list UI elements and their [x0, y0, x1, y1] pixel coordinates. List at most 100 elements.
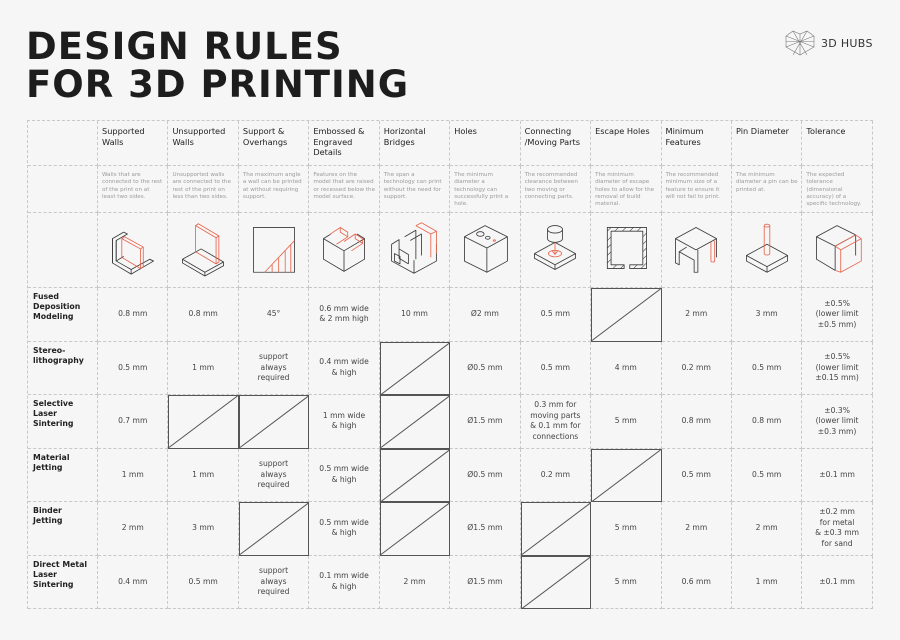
column-icon-cell	[450, 213, 521, 288]
column-header: Holes	[450, 121, 521, 166]
column-description: The span a technology can print without …	[379, 166, 451, 213]
moving-parts-icon	[527, 218, 583, 282]
value-cell: Ø2 mm	[450, 288, 521, 342]
value-cell: 1 mm	[731, 555, 803, 609]
value-cell: ±0.2 mm for metal & ±0.3 mm for sand	[802, 502, 873, 556]
row-label-technology: Fused Deposition Modeling	[28, 288, 98, 342]
value-cell: 0.5 mm	[731, 448, 803, 502]
not-applicable-cell	[520, 555, 592, 609]
value-cell: support always required	[238, 341, 310, 395]
value-cell: Ø0.5 mm	[450, 448, 521, 502]
column-header: Tolerance	[802, 121, 873, 166]
column-description: Features on the model that are raised or…	[309, 166, 380, 213]
horizontal-bridges-icon	[386, 218, 442, 282]
column-description: Walls that are connected to the rest of …	[98, 166, 169, 213]
supported-walls-icon	[105, 218, 161, 282]
not-applicable-cell	[591, 288, 662, 342]
value-cell: 0.2 mm	[520, 448, 592, 502]
value-cell: 0.8 mm	[168, 288, 239, 342]
column-icon-cell	[168, 213, 239, 288]
not-applicable-cell	[379, 448, 451, 502]
column-description: Unsupported walls are connected to the r…	[168, 166, 239, 213]
column-icon-cell	[661, 213, 732, 288]
column-icon-cell	[731, 213, 803, 288]
value-cell: ±0.1 mm	[802, 448, 873, 502]
value-cell: 2 mm	[379, 555, 451, 609]
not-applicable-diagonal	[240, 503, 308, 555]
not-applicable-diagonal	[522, 557, 590, 609]
value-cell: support always required	[238, 555, 310, 609]
value-cell: 0.5 mm	[98, 341, 169, 395]
value-cell: ±0.3% (lower limit ±0.3 mm)	[802, 395, 873, 449]
row-label-technology: Selective Laser Sintering	[28, 395, 98, 449]
value-cell: 0.8 mm	[731, 395, 803, 449]
value-cell: 0.5 mm wide & high	[309, 502, 380, 556]
not-applicable-diagonal	[240, 396, 308, 448]
value-cell: ±0.1 mm	[802, 555, 873, 609]
not-applicable-cell	[379, 395, 451, 449]
column-icon-cell	[520, 213, 592, 288]
value-cell: 0.5 mm	[168, 555, 239, 609]
not-applicable-cell	[379, 341, 451, 395]
value-cell: Ø0.5 mm	[450, 341, 521, 395]
not-applicable-diagonal	[381, 343, 449, 395]
design-rules-table: Supported Walls Unsupported Walls Support …	[27, 120, 873, 609]
value-cell: 5 mm	[591, 395, 662, 449]
value-cell: ±0.5% (lower limit ±0.5 mm)	[802, 288, 873, 342]
not-applicable-diagonal	[592, 289, 660, 341]
column-header: Unsupported Walls	[168, 121, 239, 166]
value-cell: 10 mm	[379, 288, 451, 342]
value-cell: 0.6 mm	[661, 555, 732, 609]
corner-cell	[28, 213, 98, 288]
value-cell: 5 mm	[591, 555, 662, 609]
value-cell: 0.6 mm wide & 2 mm high	[309, 288, 380, 342]
column-description: The minimum diameter a pin can be printe…	[731, 166, 803, 213]
not-applicable-diagonal	[522, 503, 590, 555]
column-description: The minimum diameter of escape holes to …	[591, 166, 662, 213]
column-icon-cell	[309, 213, 380, 288]
page-title: DESIGN RULES FOR 3D PRINTING	[26, 28, 409, 104]
value-cell: 0.8 mm	[98, 288, 169, 342]
column-icon-cell	[802, 213, 873, 288]
not-applicable-diagonal	[381, 450, 449, 502]
not-applicable-cell	[238, 502, 310, 556]
column-header: Pin Diameter	[731, 121, 803, 166]
not-applicable-diagonal	[592, 450, 660, 502]
value-cell: 0.5 mm	[731, 341, 803, 395]
value-cell: 1 mm	[168, 341, 239, 395]
column-description: The minimum diameter a technology can su…	[450, 166, 521, 213]
value-cell: 5 mm	[591, 502, 662, 556]
escape-holes-icon	[598, 218, 654, 282]
corner-cell	[28, 166, 98, 213]
column-description: The recommended minimum size of a featur…	[661, 166, 732, 213]
not-applicable-cell	[168, 395, 239, 449]
value-cell: 2 mm	[731, 502, 803, 556]
column-header: Minimum Features	[661, 121, 732, 166]
corner-cell	[28, 121, 98, 166]
value-cell: ±0.5% (lower limit ±0.15 mm)	[802, 341, 873, 395]
title-line-1: DESIGN RULES	[26, 25, 343, 68]
title-line-2: FOR 3D PRINTING	[26, 63, 410, 106]
column-header: Horizontal Bridges	[379, 121, 451, 166]
column-icon-cell	[591, 213, 662, 288]
value-cell: Ø1.5 mm	[450, 395, 521, 449]
value-cell: 2 mm	[661, 288, 732, 342]
value-cell: 0.4 mm	[98, 555, 169, 609]
column-header: Escape Holes	[591, 121, 662, 166]
value-cell: 1 mm wide & high	[309, 395, 380, 449]
value-cell: 0.3 mm for moving parts & 0.1 mm for con…	[520, 395, 592, 449]
value-cell: support always required	[238, 448, 310, 502]
geodesic-hex-logo-icon	[785, 30, 815, 56]
pin-diameter-icon	[739, 218, 795, 282]
overhang-angle-icon	[246, 218, 302, 282]
column-icon-cell	[379, 213, 451, 288]
column-description: The maximum angle a wall can be printed …	[238, 166, 310, 213]
column-header: Connecting /Moving Parts	[520, 121, 592, 166]
minimum-features-icon	[668, 218, 724, 282]
not-applicable-cell	[379, 502, 451, 556]
value-cell: 0.1 mm wide & high	[309, 555, 380, 609]
column-icon-cell	[98, 213, 169, 288]
tolerance-cube-icon	[809, 218, 865, 282]
row-label-technology: Stereo-lithography	[28, 341, 98, 395]
value-cell: 45°	[238, 288, 310, 342]
